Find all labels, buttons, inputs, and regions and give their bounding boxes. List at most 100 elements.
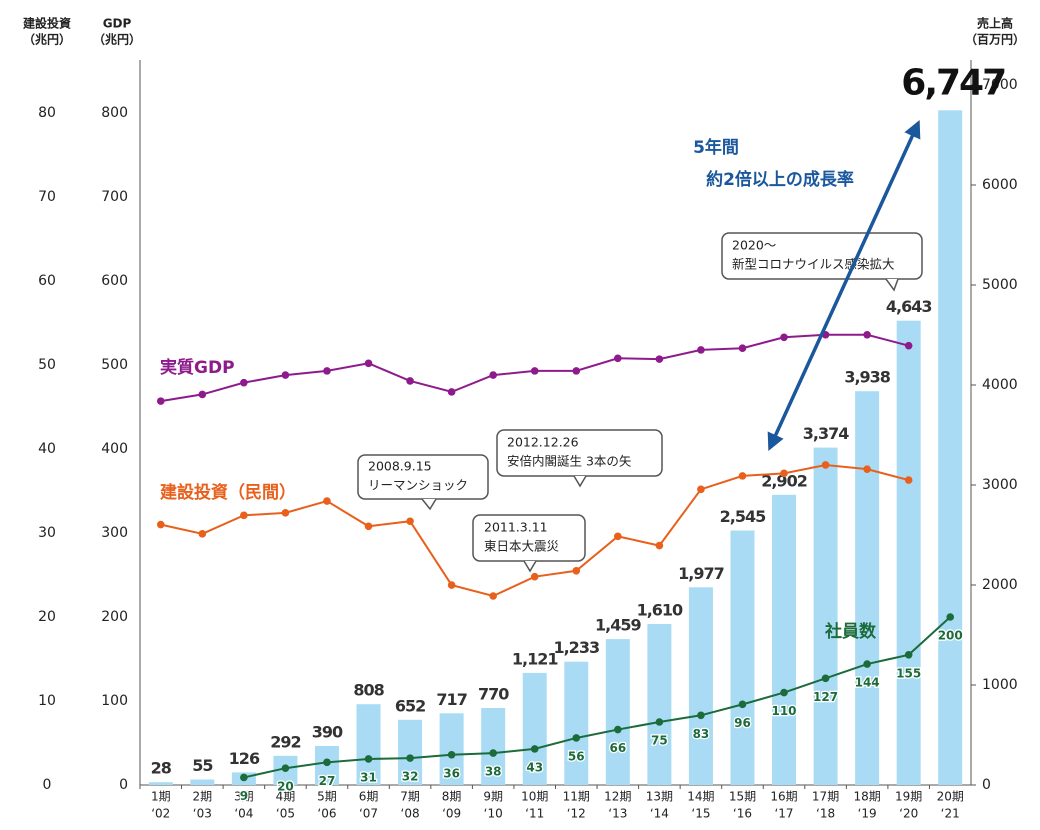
point [198,530,207,538]
bar [148,782,173,785]
data-label: 3,938 [844,368,890,387]
x-tick-label: 19期 [895,790,922,804]
annotation: 2008.9.15 [368,459,432,474]
data-label: 1,121 [512,649,558,668]
x-tick-label: 7期 [400,790,420,804]
data-label: 200 [938,629,963,643]
bar [647,624,672,785]
point [904,651,913,659]
data-label: 31 [360,770,377,784]
annotation: リーマンショック [368,478,468,493]
bar [564,661,589,785]
x-tick-label: 17期 [812,790,839,804]
x-tick-label: 1期 [151,790,171,804]
callout-pointer [573,475,587,488]
bar [398,719,423,785]
y-tick-label: 20 [38,609,56,625]
point [655,541,664,550]
annotation: 2012.12.26 [507,435,579,450]
callout-pointer [421,498,437,511]
x-tick-label: ‘20 [899,807,918,821]
point [240,511,248,520]
x-tick-label: 12期 [604,790,631,804]
y-tick-label: 5000 [982,277,1018,293]
point [572,567,581,575]
point [863,465,871,473]
point [156,397,165,405]
annotation: 約2倍以上の成長率 [706,169,854,190]
data-label: 20 [277,780,294,794]
point [780,469,788,478]
y-tick-label: 7000 [982,77,1018,93]
data-label: 144 [855,676,880,690]
point [489,749,497,757]
axis-title: （兆円） [23,32,71,47]
data-label: 652 [395,696,425,715]
callout: 2008.9.15 リーマンショック [357,454,489,511]
data-label: 6,747 [901,62,1005,103]
point [738,344,747,353]
point [406,754,414,762]
y-tick-label: 40 [38,441,56,457]
point [364,522,373,531]
point [863,660,871,668]
axis-title: 売上高 [977,16,1013,31]
data-label: 75 [651,734,668,748]
data-label: 38 [485,765,502,779]
point [655,718,664,726]
point [697,711,705,720]
y-tick-label: 300 [101,525,128,541]
data-label: 4,643 [886,297,932,316]
x-tick-label: ‘02 [151,807,170,821]
x-tick-label: ‘16 [733,807,752,821]
series-label: 建設投資（民間） [160,482,296,503]
point [281,371,290,379]
data-label: 56 [568,749,585,763]
y-tick-label: 0 [43,777,52,793]
axis-title: 建設投資 [22,16,71,31]
point [904,341,913,350]
annotation: 2011.3.11 [484,520,548,535]
y-tick-label: 800 [101,105,128,121]
y-tick-label: 1000 [982,677,1018,693]
x-tick-label: ‘13 [608,807,627,821]
x-tick-label: 3期 [234,790,254,804]
x-tick-label: 14期 [687,790,714,804]
y-tick-label: 0 [119,777,128,793]
y-tick-label: 4000 [982,377,1018,393]
y-tick-label: 0 [982,777,991,793]
data-label: 155 [896,666,921,680]
data-label: 2,902 [761,471,807,490]
point [821,461,830,469]
x-tick-label: ‘07 [359,807,378,821]
point [198,390,207,399]
point [530,745,539,753]
point [447,750,456,759]
bar [938,110,963,786]
y-tick-label: 6000 [982,177,1018,193]
x-tick-label: 18期 [853,790,880,804]
bar [896,320,921,785]
point [323,367,331,375]
y-tick-label: 500 [101,357,128,373]
x-tick-label: ‘17 [774,807,793,821]
callout-pointer [523,560,537,573]
bar [522,672,547,785]
point [406,517,414,526]
bar [772,494,797,785]
data-label: 390 [312,723,343,742]
point [364,359,373,368]
axis-title: GDP [103,17,132,31]
data-label: 808 [353,681,384,700]
point [406,377,414,385]
point [572,734,581,742]
bar [813,447,838,785]
bar [605,639,630,785]
x-tick-label: 20期 [937,790,964,804]
data-label: 292 [270,732,300,751]
data-label: 127 [813,690,838,704]
y-tick-label: 600 [101,273,128,289]
data-label: 9 [240,789,248,803]
annotation: 東日本大震災 [484,539,560,554]
axis-title: （百万円） [965,32,1025,47]
